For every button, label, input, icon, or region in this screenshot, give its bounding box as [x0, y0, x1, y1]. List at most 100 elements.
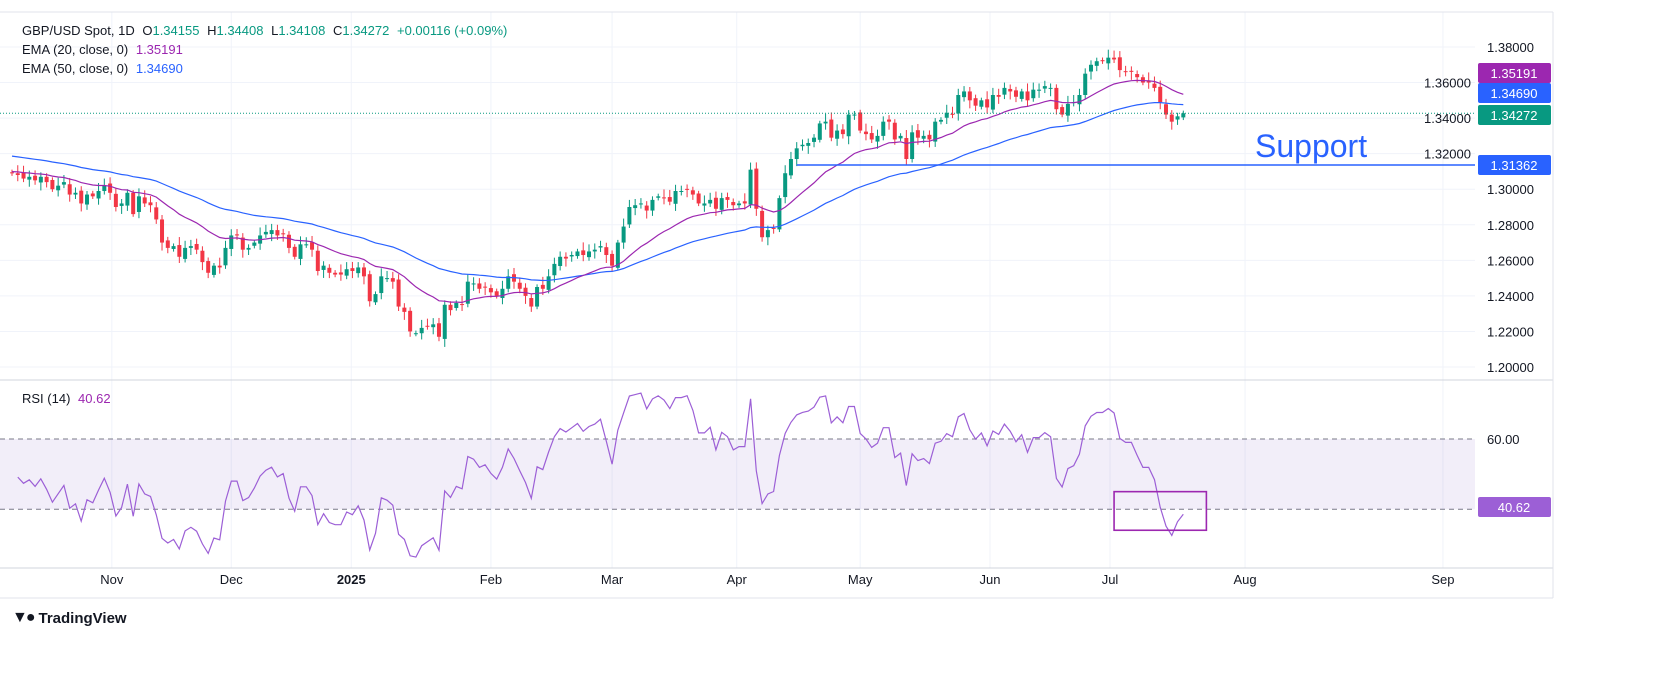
x-tick-label[interactable]: 2025 [337, 572, 366, 587]
candle [465, 274, 470, 308]
candle [662, 189, 667, 205]
candle-body [1019, 91, 1024, 99]
candle [1106, 49, 1111, 70]
candle [390, 271, 395, 289]
x-tick-label[interactable]: Aug [1233, 572, 1256, 587]
x-tick-label[interactable]: Nov [100, 572, 124, 587]
candle-body [310, 242, 315, 250]
ema20-line [11, 79, 1184, 304]
x-tick-label[interactable]: Sep [1431, 572, 1454, 587]
support-price-label[interactable]: 1.31362 [1478, 155, 1551, 176]
candle-body [1175, 116, 1180, 120]
y-tick-label[interactable]: 1.24000 [1487, 289, 1534, 304]
candle-body [713, 197, 718, 209]
candle-body [131, 192, 136, 215]
candle-body [950, 113, 955, 115]
y-tick-label[interactable]: 1.32000 [1424, 147, 1471, 162]
rsi-value-label[interactable]: 40.62 [1478, 497, 1551, 518]
y-tick-label[interactable]: 1.36000 [1424, 76, 1471, 91]
rsi-upper-label[interactable]: 60.00 [1487, 432, 1520, 447]
candle-body [281, 233, 286, 235]
candle [1019, 88, 1024, 102]
candle [938, 117, 943, 125]
candle-body [211, 265, 216, 275]
candle-body [760, 210, 765, 238]
x-tick-label[interactable]: Mar [601, 572, 624, 587]
candle-body [662, 197, 667, 199]
y-tick-label[interactable]: 1.28000 [1487, 218, 1534, 233]
candle-body [731, 202, 736, 206]
open-label: O [142, 23, 153, 38]
candle-body [367, 274, 372, 302]
candle-body [748, 169, 753, 205]
candle [875, 129, 880, 149]
candle-body [171, 246, 176, 249]
candle [125, 189, 130, 211]
candle [742, 193, 747, 210]
candle [361, 263, 366, 285]
candle [194, 238, 199, 255]
ema50-line [11, 102, 1184, 282]
candle [385, 271, 390, 283]
candle-body [442, 304, 447, 339]
candle-body [38, 176, 43, 183]
x-tick-label[interactable]: Jun [980, 572, 1001, 587]
y-tick-label[interactable]: 1.22000 [1487, 324, 1534, 339]
y-tick-label[interactable]: 1.30000 [1487, 182, 1534, 197]
candle-body [61, 182, 66, 185]
candle [656, 193, 661, 201]
candle [552, 257, 557, 283]
candle [1042, 80, 1047, 94]
ema50-legend[interactable]: EMA (50, close, 0) 1.34690 [22, 61, 187, 76]
candle-body [67, 184, 72, 195]
candle-body [967, 91, 972, 101]
y-tick-label[interactable]: 1.20000 [1487, 360, 1534, 375]
x-tick-label[interactable]: Apr [727, 572, 748, 587]
candle-body [1152, 83, 1157, 88]
candle-body [754, 168, 759, 209]
tradingview-logo[interactable]: ▼● TradingView [12, 609, 127, 627]
candle [10, 169, 14, 176]
candle-body [286, 234, 291, 248]
x-tick-label[interactable]: May [848, 572, 873, 587]
candle [350, 261, 355, 279]
candle [1071, 95, 1076, 107]
candle-body [431, 324, 436, 328]
candle-body [517, 282, 522, 289]
candle [477, 278, 482, 294]
last-price-label[interactable]: 1.34272 [1478, 105, 1551, 125]
candle-body [667, 197, 672, 202]
y-tick-label[interactable]: 1.34000 [1424, 111, 1471, 126]
y-tick-label[interactable]: 1.38000 [1487, 40, 1534, 55]
candle-body [344, 269, 349, 276]
candle-body [113, 193, 118, 208]
candle-body [373, 294, 378, 303]
ema50-price-label[interactable]: 1.34690 [1478, 83, 1551, 103]
rsi-legend[interactable]: RSI (14) 40.62 [22, 391, 115, 406]
candle-body [558, 256, 563, 267]
ema20-price-label[interactable]: 1.35191 [1478, 63, 1551, 83]
candle-body [1158, 86, 1163, 103]
candle-body [633, 205, 638, 209]
candle [154, 202, 159, 224]
x-tick-label[interactable]: Feb [480, 572, 502, 587]
candle [21, 165, 26, 183]
candle [321, 261, 326, 278]
candle [910, 125, 915, 163]
candle [598, 240, 603, 252]
ema20-legend[interactable]: EMA (20, close, 0) 1.35191 [22, 42, 187, 57]
candle [627, 199, 632, 228]
x-tick-label[interactable]: Dec [220, 572, 244, 587]
candle-body [483, 286, 488, 288]
candle [852, 111, 857, 120]
y-tick-label[interactable]: 1.26000 [1487, 253, 1534, 268]
candle-body [829, 119, 834, 138]
candle-body [788, 159, 793, 176]
candle-body [725, 197, 730, 200]
candle-body [996, 95, 1001, 97]
x-tick-label[interactable]: Jul [1102, 572, 1119, 587]
candle [1094, 57, 1099, 72]
candle [379, 268, 384, 300]
candle [252, 239, 257, 249]
